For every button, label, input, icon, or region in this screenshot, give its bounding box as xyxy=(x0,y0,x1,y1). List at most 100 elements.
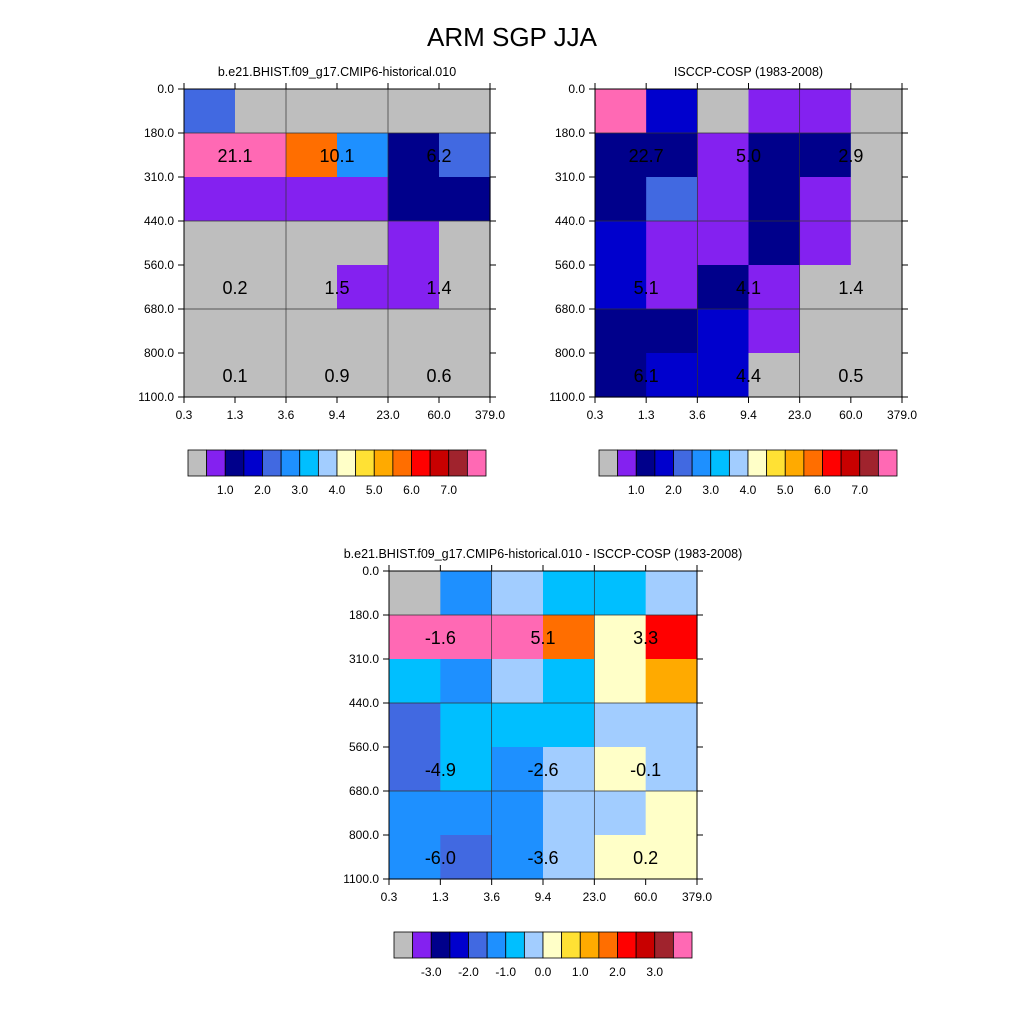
heatmap-cell xyxy=(543,835,595,880)
heatmap-cell xyxy=(799,353,852,398)
heatmap-cell xyxy=(491,747,544,792)
colorbar-swatch xyxy=(336,449,357,477)
y-tick-label: 310.0 xyxy=(144,170,174,184)
x-tick-label: 23.0 xyxy=(583,890,607,904)
heatmap-cell xyxy=(491,571,544,616)
heatmap-cell xyxy=(697,133,750,178)
colorbar-swatch xyxy=(803,449,823,477)
x-tick-label: 3.6 xyxy=(278,408,295,422)
colorbar-label: 2.0 xyxy=(254,483,271,497)
colorbar-swatch xyxy=(579,931,600,959)
heatmap-cell xyxy=(799,309,852,354)
heatmap-cell xyxy=(440,791,493,836)
colorbar-label: -2.0 xyxy=(458,965,479,979)
colorbar-label: 6.0 xyxy=(814,483,831,497)
heatmap-cell xyxy=(439,265,491,310)
colorbar-swatch xyxy=(412,931,432,959)
colorbar-swatch xyxy=(243,449,263,477)
heatmap-cell xyxy=(184,353,236,398)
y-tick-label: 800.0 xyxy=(555,346,585,360)
heatmap-cell xyxy=(697,89,750,134)
colorbar-swatch xyxy=(598,449,619,477)
heatmap-cell xyxy=(184,133,236,178)
x-tick-label: 3.6 xyxy=(689,408,706,422)
heatmap-cell xyxy=(439,353,491,398)
cell-value-label: 0.6 xyxy=(426,366,451,386)
y-tick-label: 1100.0 xyxy=(343,872,379,886)
colorbar-swatch xyxy=(411,449,431,477)
heatmap-cell xyxy=(440,835,493,880)
colorbar-swatch xyxy=(598,931,618,959)
heatmap-cell xyxy=(645,703,698,748)
y-tick-label: 440.0 xyxy=(555,214,585,228)
heatmap-cell xyxy=(594,615,647,660)
colorbar-label: 4.0 xyxy=(329,483,346,497)
y-tick-label: 0.0 xyxy=(157,82,174,96)
heatmap-cell xyxy=(389,747,441,792)
heatmap-cell xyxy=(697,353,750,398)
cell-value-label: -4.9 xyxy=(425,760,456,780)
heatmap-cell xyxy=(388,353,440,398)
heatmap-cell xyxy=(645,747,698,792)
heatmap-cell xyxy=(697,221,750,266)
heatmap-cell xyxy=(337,177,389,222)
heatmap-cell xyxy=(337,133,389,178)
heatmap-cell xyxy=(697,177,750,222)
x-tick-label: 9.4 xyxy=(329,408,346,422)
colorbar-swatch xyxy=(486,931,507,959)
colorbar-swatch xyxy=(710,449,730,477)
heatmap-cell xyxy=(184,89,236,134)
heatmap-cell xyxy=(646,133,698,178)
heatmap-cell xyxy=(748,265,801,310)
y-tick-label: 560.0 xyxy=(555,258,585,272)
colorbar-swatch xyxy=(187,449,208,477)
heatmap-cell xyxy=(645,571,698,616)
heatmap-cell xyxy=(543,747,595,792)
heatmap-cell xyxy=(748,353,801,398)
heatmap-cell xyxy=(748,309,801,354)
heatmap-cell xyxy=(594,659,647,704)
heatmap-cell xyxy=(799,177,852,222)
heatmap-cell xyxy=(646,309,698,354)
y-tick-label: 180.0 xyxy=(349,608,379,622)
heatmap-cell xyxy=(286,221,338,266)
colorbar-swatch xyxy=(859,449,879,477)
x-tick-label: 0.3 xyxy=(176,408,193,422)
cell-value-label: 21.1 xyxy=(217,146,252,166)
heatmap-cell xyxy=(235,177,287,222)
heatmap-cell xyxy=(439,309,491,354)
heatmap-cell xyxy=(646,177,698,222)
heatmap-cell xyxy=(440,615,493,660)
heatmap-cell xyxy=(850,89,903,134)
colorbar-swatch xyxy=(691,449,712,477)
cell-value-label: 1.5 xyxy=(324,278,349,298)
colorbar-label: 3.0 xyxy=(646,965,663,979)
colorbar-swatch xyxy=(466,449,487,477)
y-tick-label: 180.0 xyxy=(144,126,174,140)
heatmap-cell xyxy=(697,265,750,310)
colorbar-label: 3.0 xyxy=(291,483,308,497)
heatmap-cell xyxy=(184,177,236,222)
colorbar-swatch xyxy=(449,931,469,959)
cell-value-label: 6.2 xyxy=(426,146,451,166)
colorbar-label: 7.0 xyxy=(440,483,457,497)
heatmap-cell xyxy=(440,571,493,616)
colorbar-swatch xyxy=(840,449,861,477)
heatmap-panel-1: b.e21.BHIST.f09_g17.CMIP6-historical.010… xyxy=(138,65,505,497)
heatmap-cell xyxy=(440,703,493,748)
heatmap-cell xyxy=(850,353,903,398)
heatmap-cell xyxy=(850,221,903,266)
heatmap-cell xyxy=(439,133,491,178)
heatmap-cell xyxy=(594,571,647,616)
heatmap-cell xyxy=(491,791,544,836)
colorbar-swatch xyxy=(784,449,805,477)
y-tick-label: 0.0 xyxy=(362,564,379,578)
x-tick-label: 379.0 xyxy=(682,890,712,904)
x-tick-label: 60.0 xyxy=(634,890,658,904)
cell-value-label: 6.1 xyxy=(634,366,659,386)
colorbar-swatch xyxy=(262,449,282,477)
heatmap-cell xyxy=(337,309,389,354)
colorbar-swatch xyxy=(766,449,786,477)
heatmap-cell xyxy=(440,747,493,792)
heatmap-cell xyxy=(799,89,852,134)
